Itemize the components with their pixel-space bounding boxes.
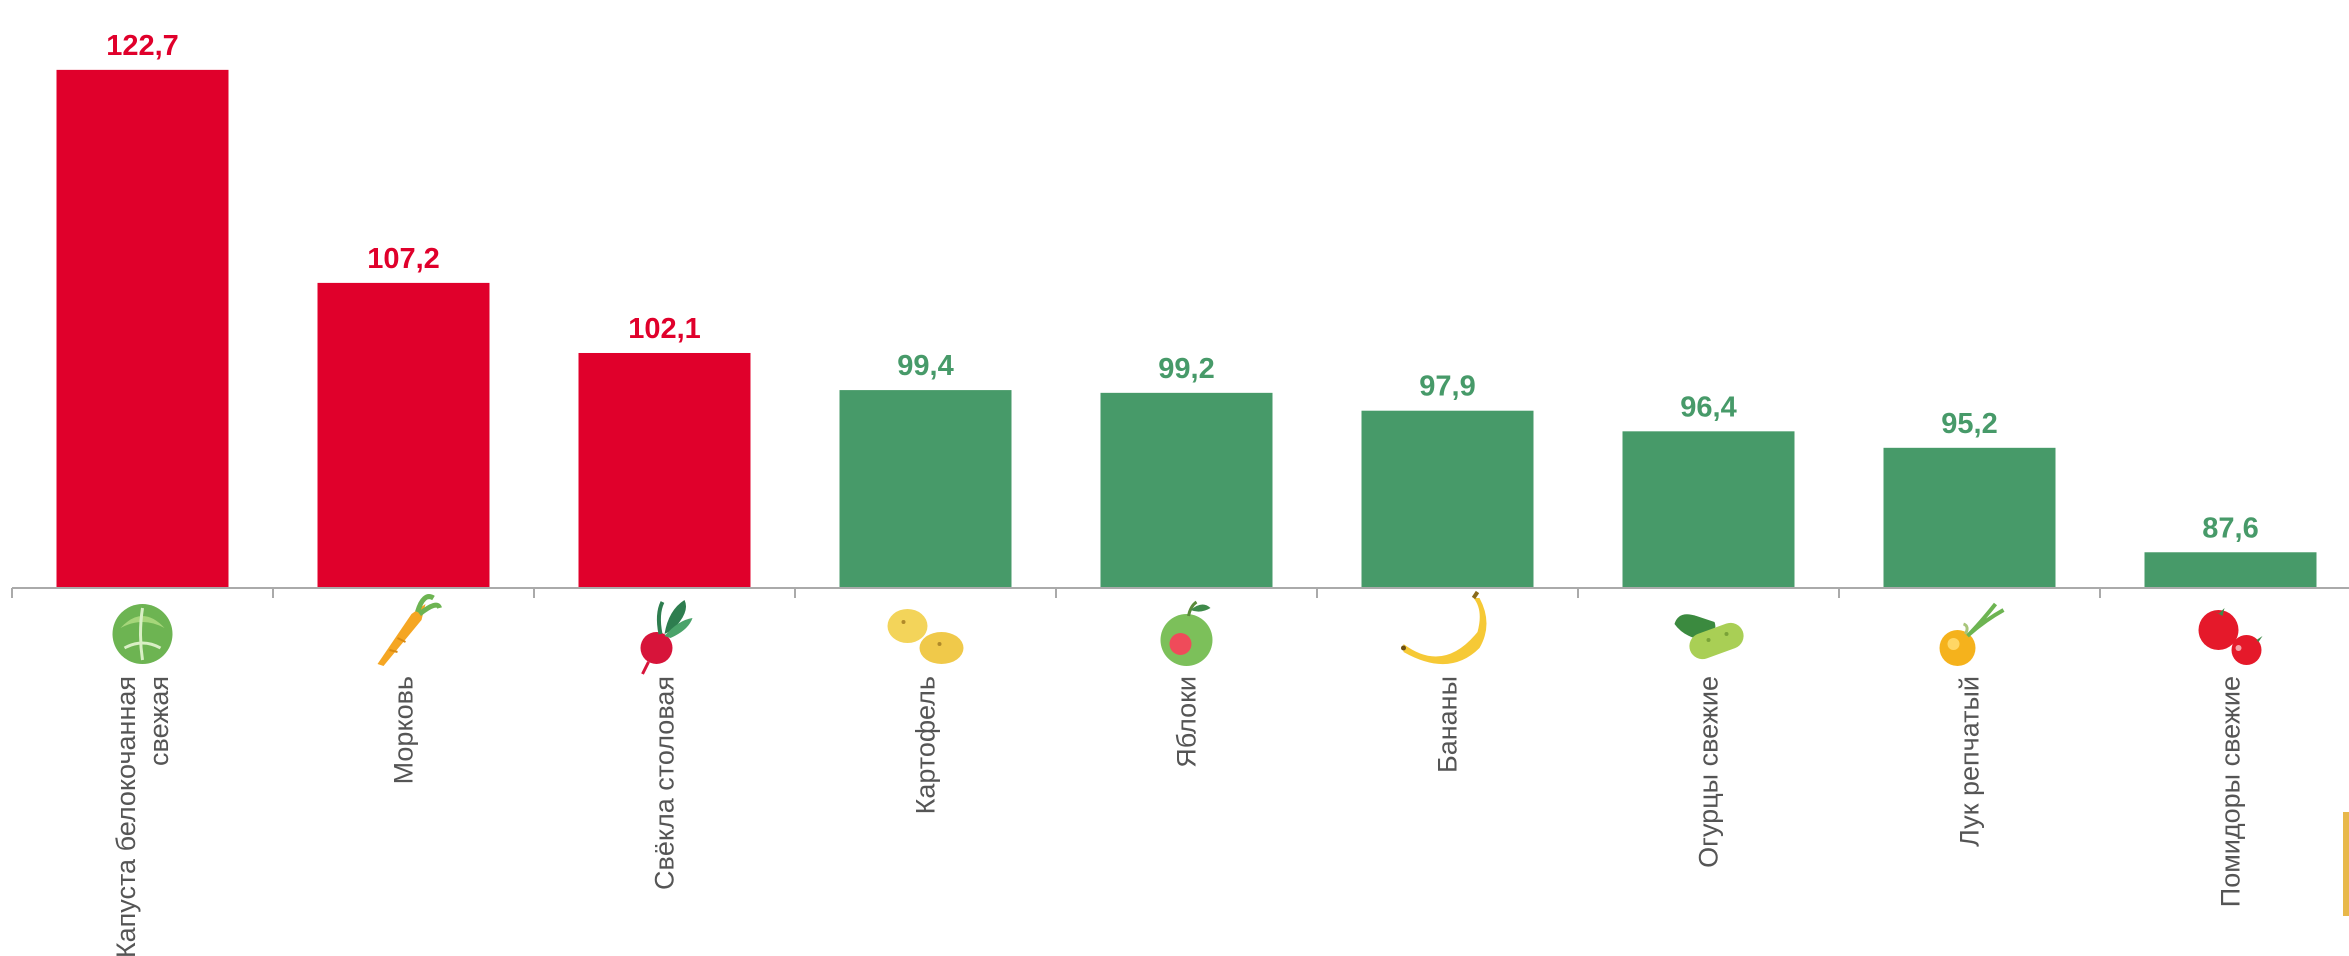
- category-label: Капуста белокочанная свежая: [111, 676, 174, 956]
- onion-icon: [1939, 602, 2005, 666]
- data-label: 96,4: [1680, 391, 1736, 423]
- value-labels-group: 122,7 107,2 102,1 99,4 99,2 97,9 96,4 95,2 87,6: [106, 30, 2259, 544]
- data-label: 99,4: [897, 350, 953, 382]
- category-label: Свёкла столовая: [650, 676, 680, 890]
- banana-icon: [1401, 590, 1487, 665]
- category-label: Бананы: [1433, 676, 1463, 773]
- data-label: 87,6: [2202, 512, 2258, 544]
- bar: [56, 69, 229, 588]
- data-label: 122,7: [106, 30, 179, 62]
- bars-group: [56, 69, 2317, 588]
- bar: [2144, 552, 2317, 588]
- category-label: Помидоры свежие: [2216, 676, 2246, 907]
- data-label: 97,9: [1419, 371, 1475, 403]
- data-label: 102,1: [628, 313, 701, 345]
- category-label: Лук репчатый: [1955, 676, 1985, 847]
- x-axis: [11, 587, 2349, 598]
- bar: [1622, 431, 1795, 588]
- bar: [839, 390, 1012, 588]
- beet-icon: [640, 600, 693, 675]
- category-label: Огурцы свежие: [1694, 676, 1724, 868]
- bar: [578, 352, 751, 588]
- bar: [1100, 392, 1273, 588]
- bar: [317, 282, 490, 588]
- potato-icon: [887, 609, 964, 664]
- data-label: 95,2: [1941, 408, 1997, 440]
- bar: [1883, 447, 2056, 588]
- data-label: 107,2: [367, 243, 440, 275]
- bar: [1361, 410, 1534, 588]
- cabbage-icon: [112, 604, 173, 664]
- category-label: Морковь: [389, 676, 419, 784]
- category-labels-group: Капуста белокочанная свежая Морковь Свёкла …: [111, 676, 2246, 956]
- apple-icon: [1160, 600, 1213, 666]
- category-label: Яблоки: [1172, 676, 1202, 768]
- category-label: Картофель: [911, 676, 941, 814]
- cucumber-icon: [1674, 614, 1744, 660]
- carrot-icon: [377, 594, 442, 666]
- icons-group: [112, 590, 2263, 675]
- tomato-icon: [2198, 608, 2263, 665]
- data-label: 99,2: [1158, 353, 1214, 385]
- edge-decoration: [2343, 812, 2349, 916]
